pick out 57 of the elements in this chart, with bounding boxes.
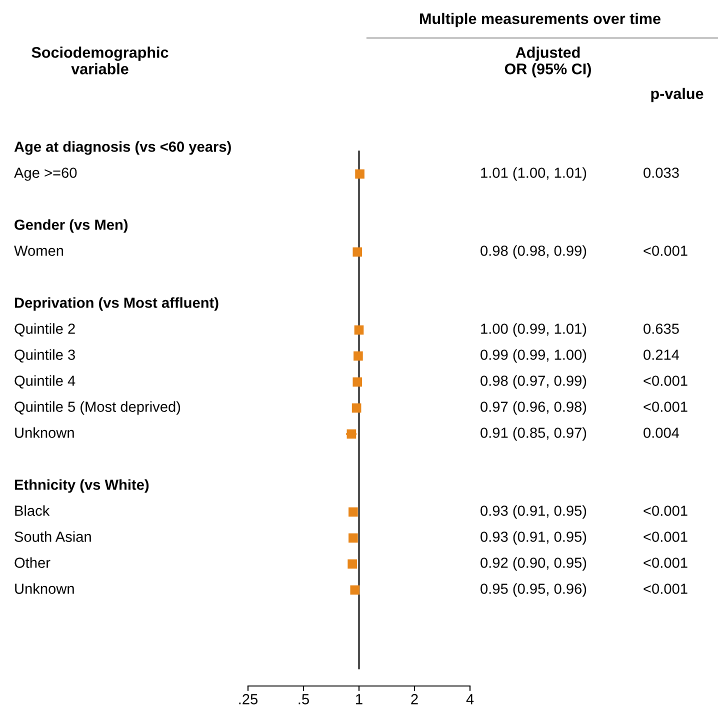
text: <0.001 (644, 376, 688, 386)
text: 0.635 (644, 324, 679, 334)
point (348, 507, 358, 517)
y-tick-label: Gender (vs Men) (14, 219, 128, 233)
y-tick-label: Quintile 3 (14, 349, 75, 363)
data-label: 0.97 (0.96, 0.98) (480, 401, 586, 415)
data-label: 0.98 (0.98, 0.99) (480, 245, 586, 259)
data-label: 0.93 (0.91, 0.95) (480, 531, 586, 545)
point (352, 377, 362, 387)
x-tick-label: 4 (466, 694, 474, 704)
point (348, 533, 358, 543)
text: <0.001 (644, 584, 688, 594)
y-tick-label: Age >=60 (14, 168, 77, 181)
y-tick-label: Deprivation (vs Most affluent) (14, 297, 218, 311)
data-label: 0.95 (0.95, 0.96) (480, 583, 586, 597)
point (354, 351, 363, 361)
point (355, 169, 364, 179)
y-tick-label: Age at diagnosis (vs <60 years) (14, 141, 231, 155)
text: p-value (651, 88, 704, 102)
y-tick-label: Unknown (15, 583, 74, 594)
data-label: 0.93 (0.91, 0.95) (480, 505, 586, 519)
point (350, 585, 360, 595)
data-label: 1.01 (1.00, 1.01) (481, 167, 586, 181)
x-tick-label: 1 (356, 694, 362, 704)
y-tick-label: Ethnicity (vs White) (14, 479, 149, 493)
y-tick-label: Quintile 2 (14, 323, 75, 337)
x-tick-label: .25 (239, 694, 258, 704)
text: 0.033 (644, 168, 679, 178)
y-axis-title: Sociodemographic variable (32, 46, 168, 74)
data-label: 0.91 (0.85, 0.97) (480, 427, 586, 441)
text: <0.001 (644, 402, 688, 412)
text: <0.001 (644, 558, 688, 568)
y-tick-label: Other (14, 557, 50, 568)
y-tick-label: Unknown (15, 427, 74, 438)
data-label: 1.00 (0.99, 1.01) (481, 323, 586, 337)
x-tick-label: 2 (411, 694, 418, 704)
point (348, 559, 357, 569)
text: Multiple measurements over time (420, 12, 660, 28)
data-label: 0.92 (0.90, 0.95) (480, 557, 586, 571)
x-tick-label: .5 (298, 694, 309, 704)
text: 0.214 (644, 350, 680, 360)
text: 0.004 (644, 428, 680, 438)
data-label: 0.98 (0.97, 0.99) (480, 375, 586, 389)
y-tick-label: Quintile 4 (14, 375, 76, 389)
text: <0.001 (644, 506, 688, 516)
point (354, 325, 364, 335)
y-tick-label: South Asian (14, 531, 91, 542)
text: Adjusted OR (95% CI) (504, 46, 591, 78)
point (352, 247, 362, 257)
text: <0.001 (644, 246, 688, 256)
point (346, 429, 356, 439)
y-tick-label: Women (14, 246, 64, 256)
point (352, 403, 362, 413)
text: <0.001 (644, 532, 688, 542)
y-tick-label: Black (15, 505, 50, 516)
y-tick-label: Quintile 5 (Most deprived) (14, 401, 180, 415)
data-label: 0.99 (0.99, 1.00) (480, 349, 586, 363)
